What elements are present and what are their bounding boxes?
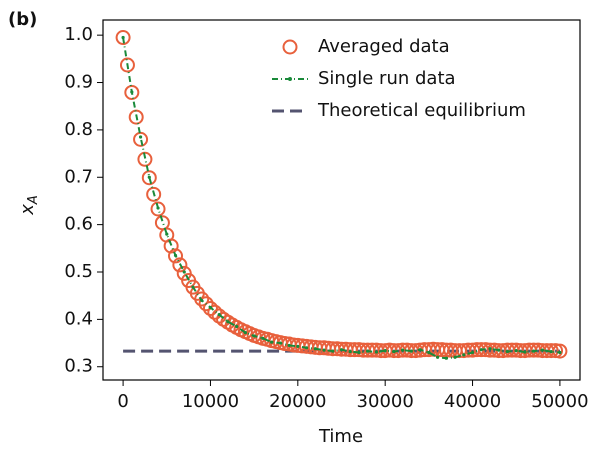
legend-label: Theoretical equilibrium [317,100,526,121]
line-dot [383,349,387,353]
panel-label: (b) [8,9,37,30]
line-dot [121,35,125,40]
data-point [172,257,188,273]
line-dot [339,348,344,352]
line-dot [147,175,151,179]
line-dot [488,347,492,351]
line-dot [261,336,265,340]
line-dot [374,350,379,354]
line-dot [235,324,239,329]
data-point [141,170,157,186]
line-dot [366,349,370,353]
y-tick-label: 1.0 [64,24,93,45]
line-dot [392,349,396,354]
legend-marker-dot [288,77,292,81]
y-tick-label: 0.4 [64,308,93,329]
y-tick-label: 0.7 [64,166,93,187]
x-tick-label: 20000 [269,391,326,412]
line-dot [540,348,545,352]
y-axis-label-main: x [17,204,38,216]
x-axis-label: Time [318,426,363,447]
line-dot [226,320,230,324]
line-dot [357,350,361,355]
line-dot [304,346,309,350]
data-point [194,291,210,307]
data-point [133,131,149,147]
x-tick-label: 40000 [444,391,501,412]
data-point [115,30,131,46]
x-tick-label: 30000 [357,391,414,412]
line-dot [270,340,274,344]
line-dot [532,349,536,353]
data-point [119,57,135,73]
line-dot [514,349,518,353]
line-dot [348,349,352,354]
data-point [202,300,218,316]
line-dot [462,353,466,357]
line-dot [287,343,291,348]
data-point [146,186,162,202]
line-dot [322,348,326,352]
y-tick-label: 0.5 [64,261,93,282]
line-dot [558,350,562,355]
line-dot [427,350,431,355]
line-dot [165,232,169,236]
line-dot [470,350,475,355]
line-dot [156,206,160,210]
line-dot [296,344,300,348]
legend-label: Averaged data [318,36,450,57]
line-dot [497,348,501,352]
line-dot [453,355,457,359]
legend-label: Single run data [318,68,456,89]
x-tick-label: 50000 [531,391,588,412]
y-axis-label-sub: A [26,195,41,205]
line-dot [523,350,527,354]
data-point [168,248,184,264]
line-dot [252,334,256,338]
line-dot [331,349,335,353]
data-point [198,296,214,312]
y-tick-label: 0.3 [64,356,93,377]
line-dot [401,348,405,352]
line-dot [479,348,483,352]
line-dot [313,347,317,351]
y-tick-label: 0.8 [64,119,93,140]
data-point [150,201,166,217]
line-dot [505,349,510,354]
line-dot [130,90,134,94]
line-dot [217,313,221,317]
line-dot [418,348,422,352]
line-dot [435,355,440,359]
legend-marker [282,39,298,55]
plot-frame [102,19,581,381]
line-dot [173,253,178,258]
line-dot [243,331,248,335]
line-dot [208,305,213,310]
line-dot [191,285,195,289]
x-tick-label: 0 [117,391,128,412]
line-dot [138,135,143,139]
line-dot [409,349,413,353]
line-dot [549,349,553,354]
line-dot [444,356,448,360]
x-tick-label: 10000 [182,391,239,412]
y-tick-label: 0.6 [64,214,93,235]
line-dot [278,341,282,345]
line-dot [200,298,204,303]
data-point [124,84,140,100]
line-dot [182,270,186,274]
y-tick-label: 0.9 [64,72,93,93]
y-axis-label: xA [17,195,41,216]
